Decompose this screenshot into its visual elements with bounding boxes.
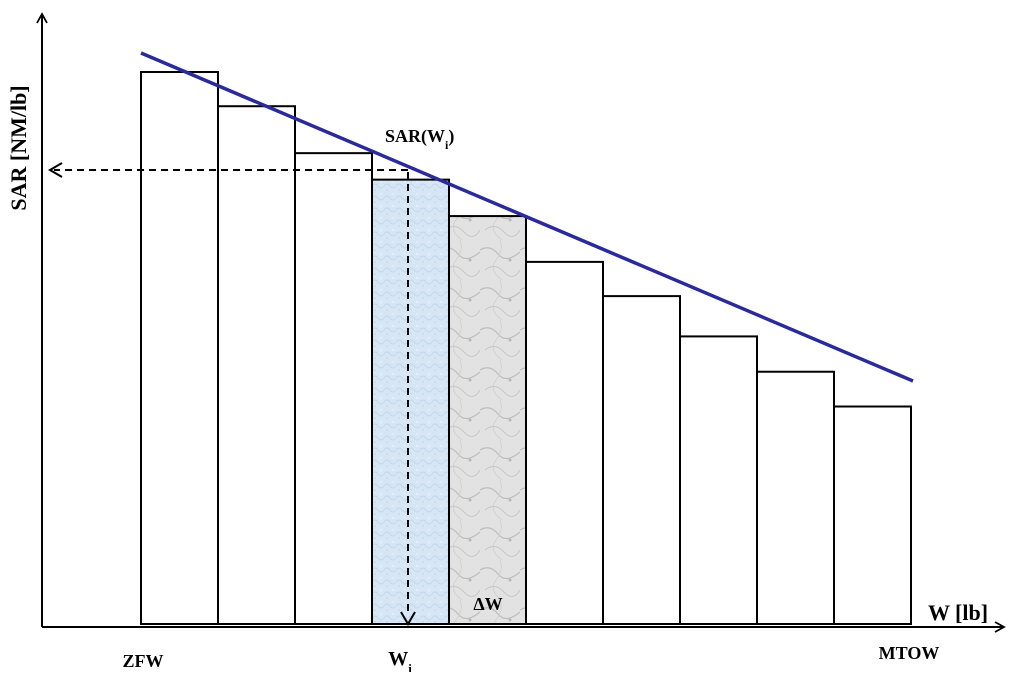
weight-bar-7: [602, 295, 681, 625]
weight-bar-10: [833, 405, 912, 625]
mtow-label: MTOW: [879, 643, 940, 663]
sar-trend-line: [140, 51, 914, 383]
weight-bar-1: [140, 71, 219, 625]
weight-bar-8: [679, 335, 758, 625]
weight-bar-3: [294, 152, 373, 625]
x-axis-label: W [lb]: [928, 600, 988, 625]
sar-wi-annotation: SAR(Wi): [385, 126, 454, 152]
bars-group: [140, 71, 912, 626]
sar-wi-guide-arrowhead: [48, 162, 63, 178]
wi-label: Wi: [388, 648, 412, 672]
weight-bar-6: [525, 260, 604, 625]
weight-bar-2: [217, 105, 296, 625]
weight-bar-4: [371, 178, 450, 625]
wi-guide-arrowhead: [400, 611, 416, 626]
zfw-label: ZFW: [122, 651, 163, 671]
y-axis-label: SAR [NM/lb]: [6, 85, 31, 210]
delta-w-label: ΔW: [473, 594, 502, 614]
weight-bar-5: [448, 215, 527, 626]
weight-bar-9: [756, 370, 835, 625]
